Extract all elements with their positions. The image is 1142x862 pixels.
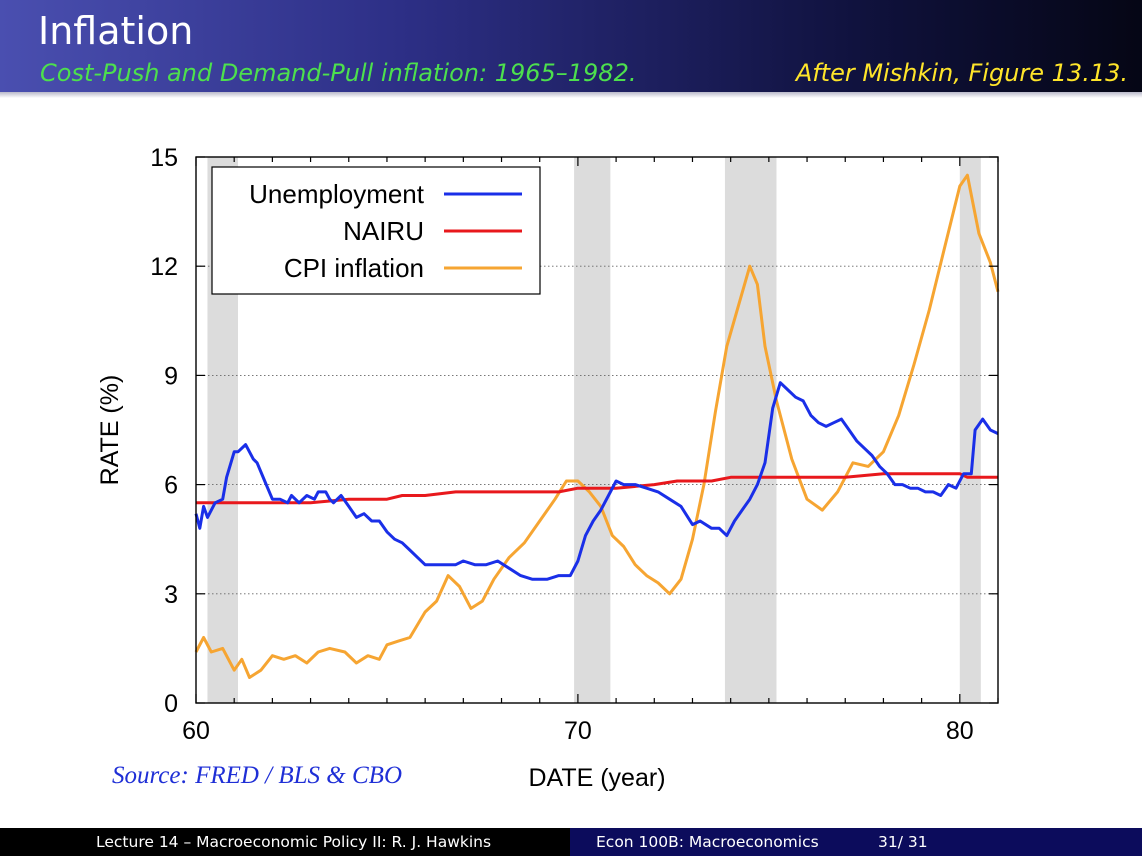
y-tick-label: 6 (164, 472, 178, 500)
x-tick-label: 70 (564, 717, 592, 745)
source-note: Source: FRED / BLS & CBO (112, 762, 403, 789)
y-tick-label: 3 (164, 581, 178, 609)
y-axis-label: RATE (%) (96, 375, 124, 486)
recession-band (574, 157, 611, 703)
y-tick-label: 15 (150, 144, 178, 172)
series-line-cpi-inflation (194, 173, 1000, 679)
axis-ticks: 0 3 6 9 12 15 60 70 80 (150, 144, 999, 745)
footer-page-number: 31/ 31 (878, 833, 928, 851)
legend-label: CPI inflation (284, 253, 424, 283)
slide-title: Inflation (38, 9, 194, 53)
y-tick-label: 12 (150, 253, 178, 281)
series-line-unemployment (194, 381, 999, 581)
legend: Unemployment NAIRU CPI inflation (211, 166, 541, 295)
x-tick-label: 80 (946, 717, 974, 745)
slide-footer: Lecture 14 – Macroeconomic Policy II: R.… (0, 828, 1142, 862)
footer-course: Econ 100B: Macroeconomics (596, 833, 819, 851)
footer-lecture-text: Lecture 14 – Macroeconomic Policy II: R.… (96, 833, 492, 851)
slide-subtitle: Cost-Push and Demand-Pull inflation: 196… (40, 59, 637, 87)
recession-band (724, 157, 777, 703)
x-tick-label: 60 (182, 717, 210, 745)
footer-course-panel: Econ 100B: Macroeconomics 31/ 31 (570, 828, 1142, 856)
slide-header (0, 0, 1142, 98)
gridlines (196, 265, 998, 595)
series-line-nairu (196, 472, 998, 505)
footer-lecture: Lecture 14 – Macroeconomic Policy II: R.… (0, 828, 570, 856)
series-lines (194, 173, 1000, 679)
legend-label: NAIRU (343, 216, 424, 246)
x-axis-label: DATE (year) (528, 764, 665, 792)
slide-credit: After Mishkin, Figure 13.13. (795, 59, 1128, 87)
y-tick-label: 0 (164, 690, 178, 718)
plot-frame (195, 156, 999, 704)
header-shadow (0, 92, 1142, 98)
recession-band (959, 157, 981, 703)
y-tick-label: 9 (164, 362, 178, 390)
legend-label: Unemployment (249, 179, 425, 209)
